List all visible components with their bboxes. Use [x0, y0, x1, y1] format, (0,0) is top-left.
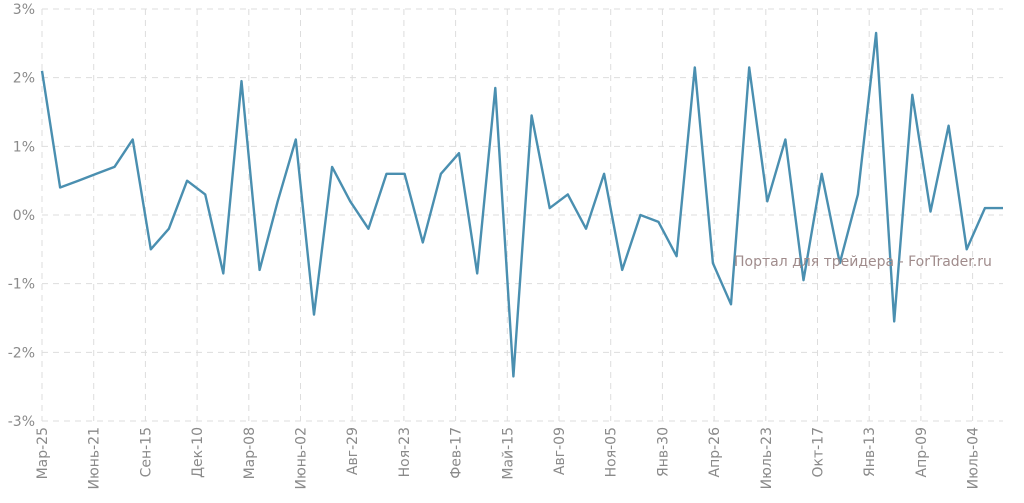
- x-tick-label: Июль-04: [966, 427, 982, 489]
- x-tick-label: Июнь-21: [87, 427, 103, 490]
- grid: [41, 8, 1003, 422]
- x-tick-label: Ноя-05: [604, 427, 620, 477]
- x-tick-label: Мар-08: [242, 427, 258, 479]
- y-tick-label: 1%: [13, 139, 35, 155]
- x-tick-label: Янв-13: [862, 427, 878, 477]
- x-tick-label: Авг-09: [552, 427, 568, 475]
- x-tick-label: Окт-17: [811, 427, 827, 478]
- y-tick-label: -3%: [8, 414, 35, 430]
- series-line: [40, 31, 1003, 378]
- y-tick-label: -1%: [8, 277, 35, 293]
- x-tick-label: Сен-15: [138, 427, 154, 477]
- x-tick-label: Янв-30: [655, 427, 671, 477]
- x-tick-label: Апр-26: [707, 427, 723, 478]
- series-layer: [40, 31, 1003, 378]
- x-tick-label: Авг-29: [345, 427, 361, 475]
- y-axis-ticks: 3% 2% 1% 0% -1% -2% -3%: [8, 2, 35, 430]
- x-tick-label: Ноя-23: [397, 427, 413, 477]
- x-tick-label: Май-15: [500, 427, 516, 480]
- x-tick-label: Мар-25: [35, 427, 51, 479]
- x-tick-label: Фев-17: [449, 427, 465, 479]
- x-tick-label: Апр-09: [914, 427, 930, 477]
- watermark: Портал для трейдера - ForTrader.ru: [734, 254, 992, 270]
- y-tick-label: -2%: [8, 345, 35, 361]
- x-axis-ticks: Мар-25 Июнь-21 Сен-15 Дек-10 Мар-08 Июнь-02 Ав…: [35, 427, 982, 490]
- y-tick-label: 2%: [13, 71, 35, 87]
- x-tick-label: Июнь-02: [294, 427, 310, 490]
- x-tick-label: Дек-10: [190, 427, 206, 478]
- x-tick-label: Июль-23: [759, 427, 775, 489]
- y-tick-label: 0%: [13, 208, 35, 224]
- y-tick-label: 3%: [13, 2, 35, 18]
